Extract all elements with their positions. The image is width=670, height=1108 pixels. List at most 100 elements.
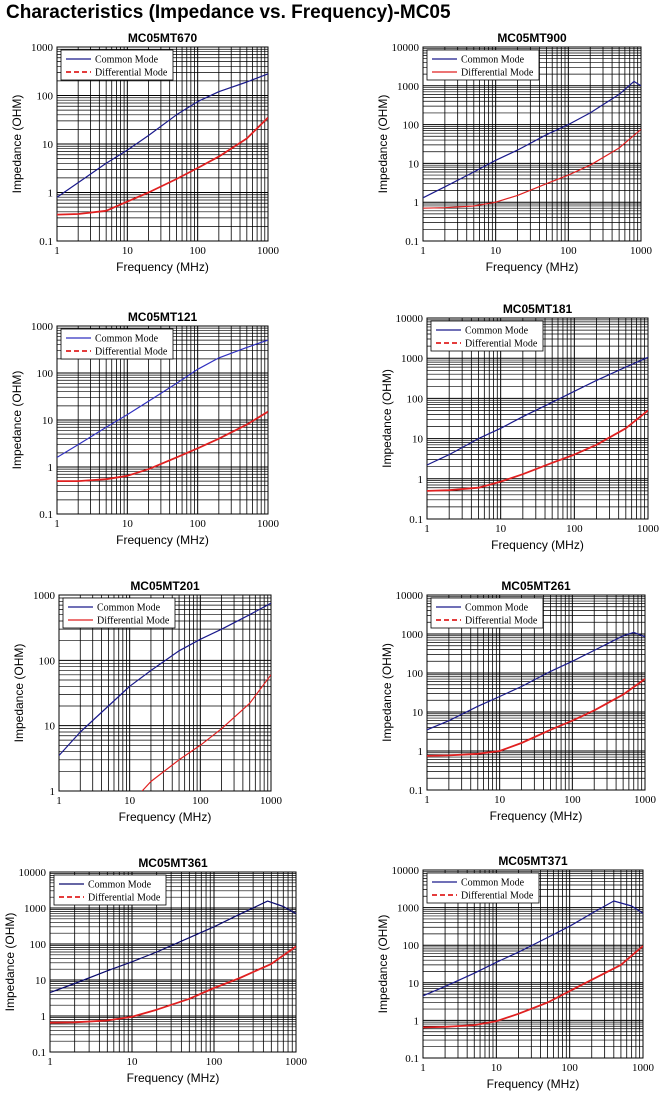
legend: Common Mode Differential Mode [426,49,540,81]
y-tick-label: 10 [42,415,54,427]
x-tick-label: 100 [560,245,577,257]
legend-label: Differential Mode [465,616,538,627]
x-tick-label: 1 [420,245,426,257]
y-tick-label: 0.1 [409,785,423,797]
x-tick-label: 1 [424,794,430,806]
plot-frame [422,869,644,1059]
legend-label: Differential Mode [465,339,538,350]
y-tick-label: 1 [414,1015,420,1027]
plot-frame [426,317,649,520]
x-axis-label: Frequency (MHz) [116,533,209,547]
legend-label: Differential Mode [95,68,168,79]
plot-frame [58,594,272,792]
legend: Common Mode Differential Mode [53,874,167,906]
legend-label: Common Mode [88,880,152,891]
x-tick-label: 1000 [630,245,653,257]
x-tick-label: 100 [192,795,209,807]
series-line-differential-mode [427,409,648,492]
legend-label: Common Mode [461,55,525,66]
x-tick-label: 1000 [257,518,280,530]
x-tick-label: 1 [56,795,62,807]
x-tick-label: 1000 [257,245,280,257]
series-line-differential-mode [50,945,296,1024]
y-tick-label: 100 [39,655,56,667]
y-tick-label: 100 [403,940,420,952]
x-axis-label: Frequency (MHz) [491,538,584,552]
series-line-common-mode [427,631,645,731]
x-tick-label: 100 [206,1056,223,1068]
y-tick-label: 0.1 [405,1053,419,1065]
x-tick-label: 1000 [637,523,660,535]
y-tick-label: 0.1 [32,1047,46,1059]
y-axis-label: Impedance (OHM) [10,95,24,194]
chart-title: MC05MT181 [503,302,573,316]
y-tick-label: 10 [412,707,424,719]
y-tick-label: 1 [41,1011,47,1023]
y-tick-label: 10 [408,978,420,990]
plot-frame [56,46,269,242]
x-tick-label: 1000 [634,794,657,806]
y-tick-label: 10000 [396,313,424,325]
y-axis-label: Impedance (OHM) [12,644,26,743]
y-tick-label: 1000 [31,321,54,333]
legend-label: Common Mode [97,603,161,614]
plot-frame [56,325,269,515]
y-tick-label: 1 [48,462,54,474]
series-line-common-mode [57,73,268,198]
legend-label: Differential Mode [461,68,534,79]
y-tick-label: 10000 [392,865,420,877]
y-tick-label: 100 [407,393,424,405]
y-tick-label: 10 [35,975,47,987]
series-line-common-mode [427,356,648,466]
series-line-differential-mode [423,128,641,209]
y-axis-label: Impedance (OHM) [376,915,390,1014]
y-tick-label: 10 [44,721,56,733]
y-tick-label: 100 [403,120,420,132]
chart-title: MC05MT201 [130,579,200,593]
legend-label: Common Mode [95,55,159,66]
series-line-common-mode [50,900,296,994]
chart-title: MC05MT361 [138,856,208,870]
y-tick-label: 10 [42,139,54,151]
y-tick-label: 1000 [397,903,420,915]
x-tick-label: 1 [54,245,60,257]
y-tick-label: 100 [30,939,47,951]
y-axis-label: Impedance (OHM) [380,643,394,742]
x-tick-label: 1000 [285,1056,308,1068]
y-tick-label: 1 [418,474,424,486]
series-line-differential-mode [423,945,643,1029]
y-tick-label: 1000 [397,81,420,93]
legend: Common Mode Differential Mode [426,872,540,904]
y-tick-label: 10 [408,158,420,170]
y-tick-label: 1000 [33,590,56,602]
grid-lines [426,318,648,520]
legend-label: Common Mode [95,334,159,345]
y-axis-label: Impedance (OHM) [380,369,394,468]
x-tick-label: 100 [561,1062,578,1074]
y-tick-label: 1 [418,746,424,758]
plot-frame [49,871,297,1053]
chart-title: MC05MT371 [498,854,568,868]
x-tick-label: 10 [122,518,134,530]
chart-title: MC05MT121 [128,310,198,324]
y-tick-label: 100 [37,368,54,380]
x-tick-label: 10 [124,795,136,807]
chart-title: MC05MT670 [128,31,198,45]
x-tick-label: 100 [189,518,206,530]
legend-label: Differential Mode [88,893,161,904]
legend-label: Common Mode [465,326,529,337]
x-axis-label: Frequency (MHz) [490,809,583,823]
x-tick-label: 100 [189,245,206,257]
legend-label: Differential Mode [95,347,168,358]
series-line-common-mode [423,900,643,997]
y-tick-label: 1000 [31,42,54,54]
x-tick-label: 1000 [260,795,283,807]
x-axis-label: Frequency (MHz) [116,260,209,274]
